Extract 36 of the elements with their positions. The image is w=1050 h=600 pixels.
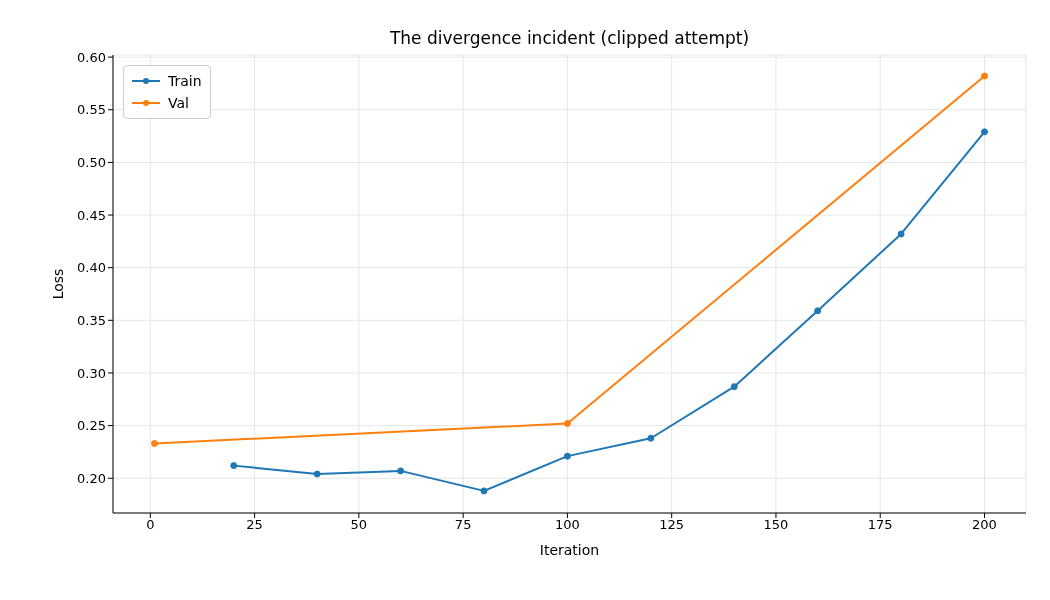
point <box>151 440 158 448</box>
point <box>480 487 488 495</box>
point <box>981 128 988 136</box>
x-tick-label: 150 <box>763 517 789 533</box>
y-axis-title: Loss <box>49 268 66 300</box>
x-tick-label: 0 <box>146 517 155 533</box>
y-tick-label: 0.40 <box>77 260 106 276</box>
y-tick-label: 0.45 <box>77 207 106 223</box>
x-tick-label: 75 <box>454 517 472 533</box>
point <box>397 467 405 475</box>
x-tick-label: 25 <box>246 517 263 533</box>
x-tick-label: 125 <box>659 517 685 533</box>
point <box>730 383 738 391</box>
point <box>981 72 988 80</box>
point <box>313 470 321 478</box>
y-tick-label: 0.55 <box>77 102 106 118</box>
y-tick-label: 0.60 <box>77 49 106 65</box>
y-tick-label: 0.20 <box>77 470 106 486</box>
y-tick-label: 0.35 <box>77 312 106 328</box>
point <box>897 230 905 238</box>
x-tick-label: 100 <box>555 517 580 533</box>
point <box>230 462 238 470</box>
chart-title: The divergence incident (clipped attempt) <box>388 28 751 48</box>
y-tick-label: 0.25 <box>77 418 106 434</box>
point <box>563 420 571 428</box>
legend-label: Train <box>168 72 202 91</box>
point <box>563 452 571 460</box>
point <box>647 434 655 442</box>
legend-label: Val <box>168 94 189 113</box>
x-tick-label: 50 <box>350 517 368 533</box>
x-axis-title: Iteration <box>539 542 600 558</box>
y-tick-label: 0.30 <box>77 365 106 381</box>
x-tick-label: 175 <box>867 517 893 533</box>
point <box>814 307 822 315</box>
y-tick-label: 0.50 <box>77 155 106 171</box>
x-tick-label: 200 <box>972 517 997 533</box>
